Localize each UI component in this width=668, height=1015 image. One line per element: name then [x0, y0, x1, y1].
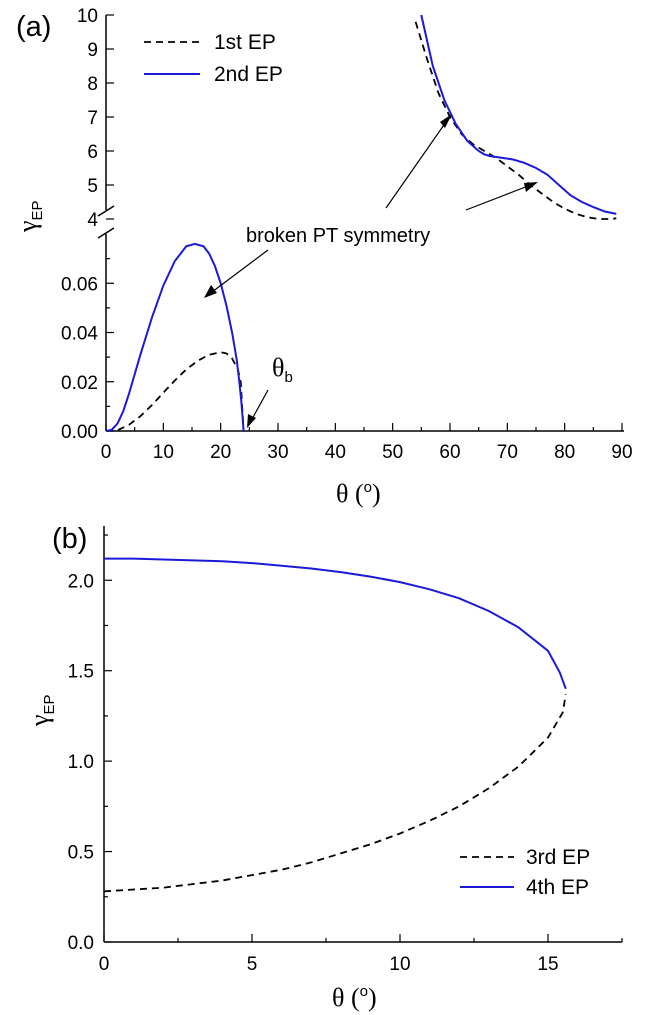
x-tick-label: 50	[382, 442, 403, 463]
panel-a-y-ticks: 0.00 0.02 0.04 0.06 4 5 6 7 8 9 10	[61, 6, 114, 443]
panel-a-annotations: broken PT symmetry θb	[204, 114, 538, 428]
arrow-to-upper-right	[465, 185, 529, 211]
y-tick-label: 10	[77, 6, 98, 27]
panel-b-x-label: θ (o)	[332, 983, 377, 1012]
x-tick-label: 80	[554, 442, 575, 463]
panel-b-label: (b)	[52, 523, 87, 555]
panel-a-legend: 1st EP 2nd EP	[144, 31, 283, 86]
panel-a-x-ticks: 0 10 20 30 40 50 60 70 80 90	[101, 423, 633, 463]
arrow-to-upper-left	[385, 121, 447, 209]
x-tick-label: 0	[101, 442, 112, 463]
arrow-to-theta-b	[250, 389, 269, 422]
2nd-ep-upper-curve	[420, 14, 617, 215]
x-tick-label: 30	[267, 442, 288, 463]
legend-1st-ep-label: 1st EP	[214, 31, 276, 54]
3rd-ep-curve	[103, 694, 567, 893]
y-tick-label: 0.02	[61, 373, 98, 394]
theta-b-sub: b	[284, 369, 292, 386]
panel-a-y-label-sub: EP	[29, 200, 46, 220]
4th-ep-curve	[104, 557, 567, 690]
panel-b-x-ticks: 0 5 10 15	[99, 934, 623, 975]
theta-b-label: θb	[272, 353, 293, 386]
panel-b-x-label-unit: o	[360, 983, 368, 1000]
legend-4th-ep-label: 4th EP	[526, 876, 589, 899]
y-tick-label: 0.00	[61, 422, 98, 443]
x-tick-label: 60	[439, 442, 460, 463]
panel-b-y-label-sub: EP	[41, 694, 58, 714]
x-tick-label: 0	[99, 954, 110, 975]
y-tick-label: 2.0	[68, 571, 94, 592]
panel-a: (a) 0 10 20 30 40 50 60 70 80 90 0.00 0.02 0.04 0.06…	[13, 6, 633, 508]
y-tick-label: 0.0	[68, 933, 94, 954]
panel-a-label: (a)	[16, 11, 51, 43]
y-tick-label: 9	[87, 40, 98, 61]
panel-b-y-label: γEP	[25, 694, 58, 727]
x-tick-label: 5	[247, 954, 258, 975]
y-tick-label: 8	[87, 74, 98, 95]
1st-ep-lower-curve	[105, 351, 245, 432]
broken-symmetry-label: broken PT symmetry	[246, 225, 430, 247]
y-tick-label: 1.5	[68, 662, 94, 683]
panel-b-legend: 3rd EP 4th EP	[460, 846, 590, 899]
y-tick-label: 6	[87, 142, 98, 163]
y-tick-label: 5	[87, 176, 98, 197]
y-tick-label: 4	[87, 210, 98, 231]
x-tick-label: 40	[325, 442, 346, 463]
panel-a-x-label: θ (o)	[336, 479, 381, 508]
axis-break-mark-top	[97, 205, 115, 217]
y-tick-label: 0.06	[61, 274, 98, 295]
panel-a-y-label: γEP	[13, 200, 46, 233]
y-tick-label: 7	[87, 108, 98, 129]
y-tick-label: 0.5	[68, 843, 94, 864]
panel-a-y-label-symbol: γ	[13, 221, 42, 234]
y-tick-label: 1.0	[68, 752, 94, 773]
x-tick-label: 10	[389, 954, 410, 975]
x-tick-label: 20	[210, 442, 231, 463]
theta-b-symbol: θ	[272, 353, 284, 382]
panel-a-x-label-symbol: θ	[336, 479, 348, 508]
panel-a-x-label-unit: o	[364, 479, 372, 496]
legend-2nd-ep-label: 2nd EP	[214, 63, 283, 86]
x-tick-label: 70	[497, 442, 518, 463]
arrowhead-upper-left	[440, 114, 452, 128]
legend-3rd-ep-label: 3rd EP	[526, 846, 590, 869]
panel-b-series	[103, 557, 567, 893]
panel-b-y-label-symbol: γ	[25, 715, 54, 728]
axis-break-mark-bottom	[97, 227, 115, 239]
x-tick-label: 90	[611, 442, 632, 463]
arrow-to-lower-peak	[211, 249, 269, 293]
panel-a-series	[105, 14, 617, 432]
panel-b-x-label-symbol: θ	[332, 983, 344, 1012]
x-tick-label: 15	[537, 954, 558, 975]
2nd-ep-lower-curve	[105, 242, 245, 432]
panel-b-y-ticks: 0.0 0.5 1.0 1.5 2.0	[68, 534, 112, 954]
arrowhead-lower-peak	[204, 285, 217, 298]
x-tick-label: 10	[153, 442, 174, 463]
arrowhead-upper-right	[524, 182, 538, 192]
panel-b: (b) 0 5 10 15 0.0 0.5 1.0 1.5 2.0 γEP θ (o) 3rd…	[25, 523, 623, 1012]
arrowhead-theta-b	[247, 414, 256, 428]
y-tick-label: 0.04	[61, 324, 98, 345]
